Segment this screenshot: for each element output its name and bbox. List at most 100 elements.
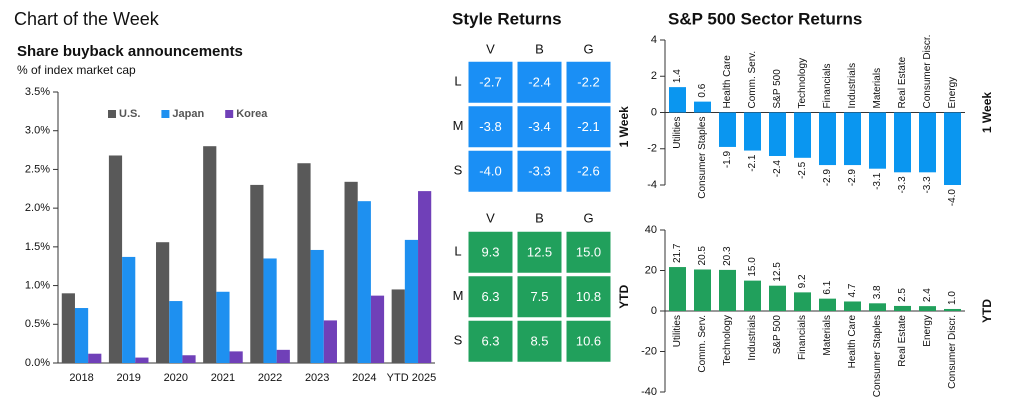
- bar: [323, 320, 337, 363]
- value-label: -2.1: [747, 154, 758, 172]
- legend-swatch: [225, 110, 234, 118]
- value-label: 3.8: [872, 285, 883, 299]
- bar: [894, 112, 911, 173]
- bar: [156, 242, 170, 363]
- heatmap-cell: [566, 320, 611, 362]
- y-tick-label: 2.0%: [25, 202, 50, 214]
- bar: [203, 146, 217, 363]
- bar: [61, 293, 75, 363]
- y-tick-label: 1.0%: [25, 279, 50, 291]
- bar: [418, 191, 432, 363]
- row-label: M: [453, 118, 464, 133]
- cell-label: 7.5: [530, 289, 548, 304]
- cell-label: -2.2: [577, 75, 599, 90]
- column-label: B: [535, 210, 544, 225]
- row-label: S: [454, 333, 463, 348]
- bar: [769, 285, 786, 311]
- value-label: 0.6: [697, 83, 708, 97]
- chart-subtitle: % of index market cap: [17, 63, 136, 77]
- value-label: 15.0: [747, 257, 758, 277]
- bar: [310, 249, 324, 363]
- cell-label: -3.4: [528, 119, 550, 134]
- heatmap-cell: [517, 150, 562, 192]
- value-label: 6.1: [822, 280, 833, 294]
- category-label: Real Estate: [897, 315, 908, 367]
- bar: [719, 269, 736, 311]
- y-tick-label: 0: [651, 305, 657, 317]
- y-tick-label: 4: [651, 34, 657, 46]
- y-tick-label: 0: [651, 106, 657, 118]
- value-label: -2.4: [772, 160, 783, 178]
- y-tick-label: 0.0%: [25, 357, 50, 369]
- side-label: YTD: [980, 299, 994, 323]
- bar: [263, 258, 277, 363]
- bar: [357, 201, 371, 363]
- x-tick-label: 2019: [116, 372, 140, 384]
- bar: [74, 308, 89, 363]
- category-label: Health Care: [847, 315, 858, 369]
- bar: [894, 305, 911, 311]
- y-tick-label: 1.5%: [25, 241, 50, 253]
- value-label: -3.3: [897, 176, 908, 194]
- chart-title: Share buyback announcements: [17, 43, 243, 60]
- y-tick-label: 3.0%: [25, 125, 50, 137]
- cell-label: 6.3: [481, 334, 499, 349]
- cell-label: -3.8: [479, 119, 501, 134]
- heatmap-cell: [517, 276, 562, 318]
- bar: [919, 306, 936, 311]
- y-tick-label: 20: [645, 264, 657, 276]
- category-label: Industrials: [747, 315, 758, 361]
- heatmap-cell: [566, 276, 611, 318]
- bar: [844, 112, 861, 166]
- column-label: G: [583, 210, 593, 225]
- category-label: Materials: [872, 68, 883, 109]
- value-label: 20.5: [697, 246, 708, 266]
- bar: [169, 301, 183, 363]
- y-tick-label: -20: [641, 345, 657, 357]
- row-label: M: [453, 288, 464, 303]
- category-label: Financials: [797, 315, 808, 360]
- heatmap-cell: [468, 150, 513, 192]
- cell-label: -4.0: [479, 164, 501, 179]
- category-label: Consumer Discr.: [947, 315, 958, 389]
- heatmap-cell: [468, 231, 513, 273]
- heatmap-cell: [566, 106, 611, 148]
- value-label: 2.4: [922, 288, 933, 302]
- y-tick-label: -2: [647, 143, 657, 155]
- value-label: 21.7: [672, 243, 683, 263]
- value-label: -2.9: [847, 169, 858, 187]
- x-tick-label: 2024: [352, 372, 376, 384]
- y-tick-label: 40: [645, 224, 657, 236]
- cell-label: -2.6: [577, 164, 599, 179]
- value-label: 9.2: [797, 274, 808, 288]
- value-label: -2.9: [822, 169, 833, 187]
- bar: [769, 112, 786, 156]
- bar: [108, 155, 123, 363]
- category-label: Comm. Serv.: [697, 315, 708, 373]
- bar: [819, 112, 836, 166]
- value-label: -1.9: [722, 151, 733, 169]
- bar: [694, 269, 711, 311]
- category-label: Health Care: [722, 55, 733, 109]
- cell-label: 9.3: [481, 245, 499, 260]
- x-tick-label: 2018: [69, 372, 93, 384]
- category-label: Technology: [722, 315, 733, 366]
- side-label: 1 Week: [617, 106, 631, 147]
- row-label: S: [454, 163, 463, 178]
- bar: [669, 267, 686, 311]
- x-tick-label: 2020: [164, 372, 188, 384]
- heatmap-cell: [517, 61, 562, 103]
- category-label: Real Estate: [897, 56, 908, 108]
- cell-label: 15.0: [576, 245, 601, 260]
- bar: [844, 301, 861, 311]
- y-tick-label: -40: [641, 386, 657, 398]
- y-tick-label: 2.5%: [25, 163, 50, 175]
- heatmap-cell: [517, 320, 562, 362]
- cell-label: -2.4: [528, 75, 550, 90]
- bar: [391, 289, 405, 363]
- x-tick-label: 2022: [258, 372, 282, 384]
- x-tick-label: 2023: [305, 372, 329, 384]
- chart-title: S&P 500 Sector Returns: [668, 9, 862, 28]
